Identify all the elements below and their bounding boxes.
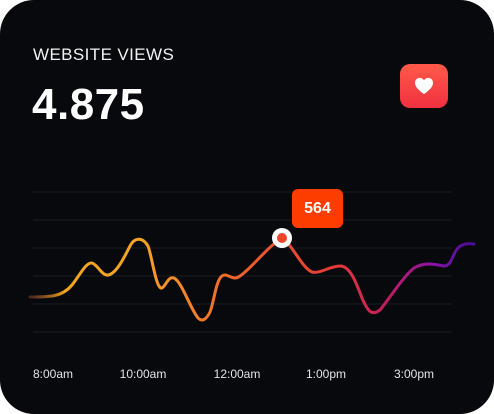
x-tick-label: 8:00am <box>32 367 74 381</box>
highlight-value-tooltip: 564 <box>292 189 343 228</box>
card-title: WEBSITE VIEWS <box>33 45 175 64</box>
highlight-point[interactable] <box>272 228 292 248</box>
x-tick-label: 3:00pm <box>393 367 435 381</box>
x-tick-label: 1:00pm <box>305 367 347 381</box>
grid-lines <box>33 191 452 333</box>
heart-icon <box>415 77 433 95</box>
views-value: 4.875 <box>32 80 145 129</box>
x-tick-label: 12:00am <box>213 367 261 381</box>
views-series-line <box>28 236 476 322</box>
like-button[interactable] <box>400 64 448 108</box>
x-tick-label: 10:00am <box>119 367 167 381</box>
